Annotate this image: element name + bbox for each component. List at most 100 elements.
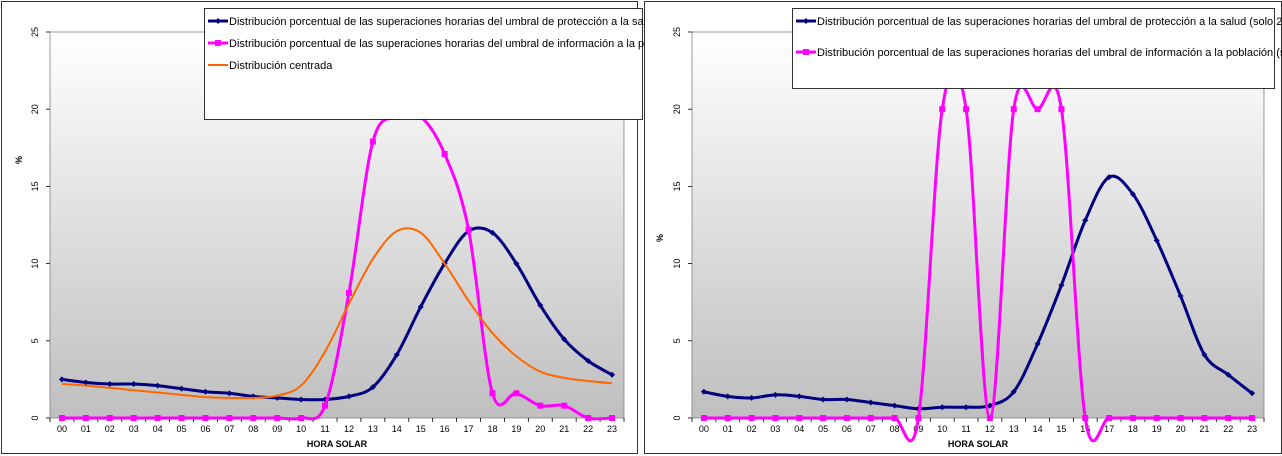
x-tick-label: 19 bbox=[511, 424, 521, 434]
data-point bbox=[513, 390, 520, 397]
data-point bbox=[772, 415, 779, 421]
series-line bbox=[61, 227, 613, 400]
x-tick-label: 02 bbox=[747, 424, 757, 434]
x-tick-label: 01 bbox=[723, 424, 733, 434]
data-point bbox=[561, 402, 568, 409]
data-point bbox=[724, 415, 731, 421]
data-point bbox=[700, 388, 707, 395]
x-tick-label: 21 bbox=[559, 424, 569, 434]
y-axis: 0 5 10 15 20 25 bbox=[30, 27, 50, 421]
data-point bbox=[298, 415, 305, 421]
data-point bbox=[963, 404, 970, 411]
data-point bbox=[843, 415, 850, 421]
data-point bbox=[986, 402, 993, 409]
legend-marker bbox=[215, 18, 221, 24]
data-point bbox=[106, 381, 113, 388]
data-point bbox=[489, 229, 496, 236]
y-tick-label: 10 bbox=[30, 259, 40, 269]
data-point bbox=[1058, 106, 1065, 113]
data-point bbox=[1153, 237, 1160, 244]
x-tick-label: 23 bbox=[607, 424, 617, 434]
data-point bbox=[202, 388, 209, 395]
data-point bbox=[939, 106, 946, 113]
data-point bbox=[1010, 106, 1017, 113]
data-point bbox=[154, 415, 161, 421]
data-point bbox=[178, 415, 185, 421]
data-point bbox=[322, 402, 329, 409]
y-tick-label: 0 bbox=[30, 415, 40, 420]
x-tick-label: 13 bbox=[1009, 424, 1019, 434]
data-point bbox=[441, 150, 448, 157]
data-point bbox=[820, 415, 827, 421]
x-tick-label: 15 bbox=[1056, 424, 1066, 434]
data-point bbox=[1249, 390, 1256, 397]
data-point bbox=[154, 382, 161, 389]
y-tick-label: 25 bbox=[30, 27, 40, 37]
legend-marker bbox=[803, 18, 809, 24]
data-point bbox=[345, 393, 352, 400]
x-tick-label: 03 bbox=[770, 424, 780, 434]
y-tick-label: 10 bbox=[672, 259, 682, 269]
data-point bbox=[58, 376, 65, 383]
x-axis: 00 01 02 03 04 05 06 07 08 09 10 11 12 13 14 15 16 17 18 19… bbox=[691, 418, 1265, 434]
x-tick-label: 10 bbox=[296, 424, 306, 434]
data-point bbox=[609, 415, 616, 421]
data-point bbox=[537, 302, 544, 309]
x-tick-label: 15 bbox=[416, 424, 426, 434]
data-point bbox=[58, 415, 65, 421]
legend-box bbox=[204, 8, 643, 120]
data-point bbox=[1225, 415, 1232, 421]
y-tick-label: 5 bbox=[30, 338, 40, 343]
x-tick-label: 02 bbox=[105, 424, 115, 434]
data-point bbox=[1201, 415, 1208, 421]
x-tick-label: 14 bbox=[1033, 424, 1043, 434]
legend: Distribución porcentual de las superacio… bbox=[204, 8, 685, 120]
data-point bbox=[1058, 282, 1065, 289]
legend-label: Distribución porcentual de las superacio… bbox=[817, 47, 1282, 59]
data-point bbox=[963, 106, 970, 113]
x-tick-label: 22 bbox=[583, 424, 593, 434]
data-point bbox=[820, 396, 827, 403]
data-point bbox=[1225, 371, 1232, 378]
y-tick-label: 5 bbox=[672, 338, 682, 343]
x-tick-label: 12 bbox=[985, 424, 995, 434]
x-tick-label: 23 bbox=[1247, 424, 1257, 434]
x-tick-label: 05 bbox=[177, 424, 187, 434]
x-tick-label: 11 bbox=[961, 424, 970, 434]
y-tick-label: 20 bbox=[672, 104, 682, 114]
data-point bbox=[796, 415, 803, 421]
x-tick-label: 04 bbox=[794, 424, 804, 434]
legend-marker bbox=[215, 40, 221, 46]
x-tick-label: 07 bbox=[224, 424, 234, 434]
data-point bbox=[1177, 293, 1184, 300]
data-point bbox=[1177, 415, 1184, 421]
x-tick-label: 16 bbox=[440, 424, 450, 434]
data-point bbox=[1106, 415, 1113, 421]
data-point bbox=[82, 415, 89, 421]
x-tick-label: 00 bbox=[57, 424, 67, 434]
data-point bbox=[298, 396, 305, 403]
x-tick-label: 09 bbox=[913, 424, 923, 434]
data-point bbox=[796, 393, 803, 400]
data-point bbox=[226, 415, 233, 421]
data-point bbox=[1034, 340, 1041, 347]
legend-label: Distribución porcentual de las superacio… bbox=[229, 38, 685, 50]
x-tick-label: 20 bbox=[1176, 424, 1186, 434]
x-tick-label: 05 bbox=[818, 424, 828, 434]
data-point bbox=[226, 390, 233, 397]
x-tick-label: 18 bbox=[1128, 424, 1138, 434]
x-tick-label: 07 bbox=[866, 424, 876, 434]
x-tick-label: 18 bbox=[487, 424, 497, 434]
x-tick-label: 01 bbox=[81, 424, 91, 434]
x-tick-label: 17 bbox=[1104, 424, 1114, 434]
x-tick-label: 08 bbox=[890, 424, 900, 434]
x-tick-label: 12 bbox=[344, 424, 354, 434]
data-point bbox=[939, 404, 946, 411]
data-point bbox=[1010, 388, 1017, 395]
x-tick-label: 13 bbox=[368, 424, 378, 434]
data-point bbox=[393, 351, 400, 358]
data-point bbox=[843, 396, 850, 403]
legend-marker bbox=[803, 49, 809, 55]
legend-box bbox=[792, 8, 1275, 89]
